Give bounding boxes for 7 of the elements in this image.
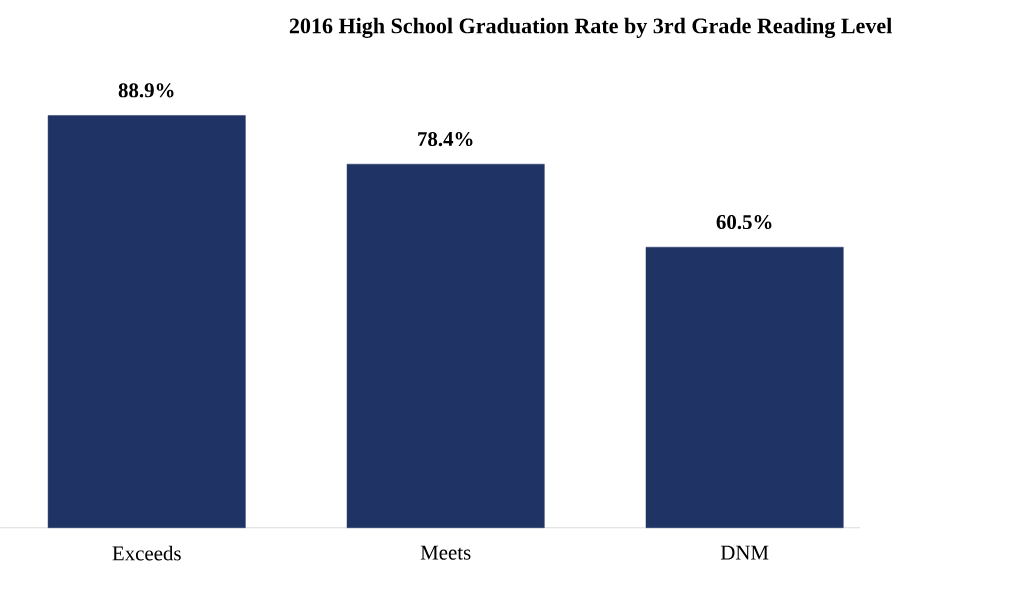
chart-title: 2016 High School Graduation Rate by 3rd Grade Reading Level [289,17,892,38]
data-label: 78.4% [418,131,473,147]
x-tick-label: DNM [720,545,769,560]
data-label: 88.9% [118,83,174,98]
x-tick-label: Exceeds [112,545,181,561]
x-tick-label: Meets [420,545,471,560]
data-label: 60.5% [716,214,772,230]
